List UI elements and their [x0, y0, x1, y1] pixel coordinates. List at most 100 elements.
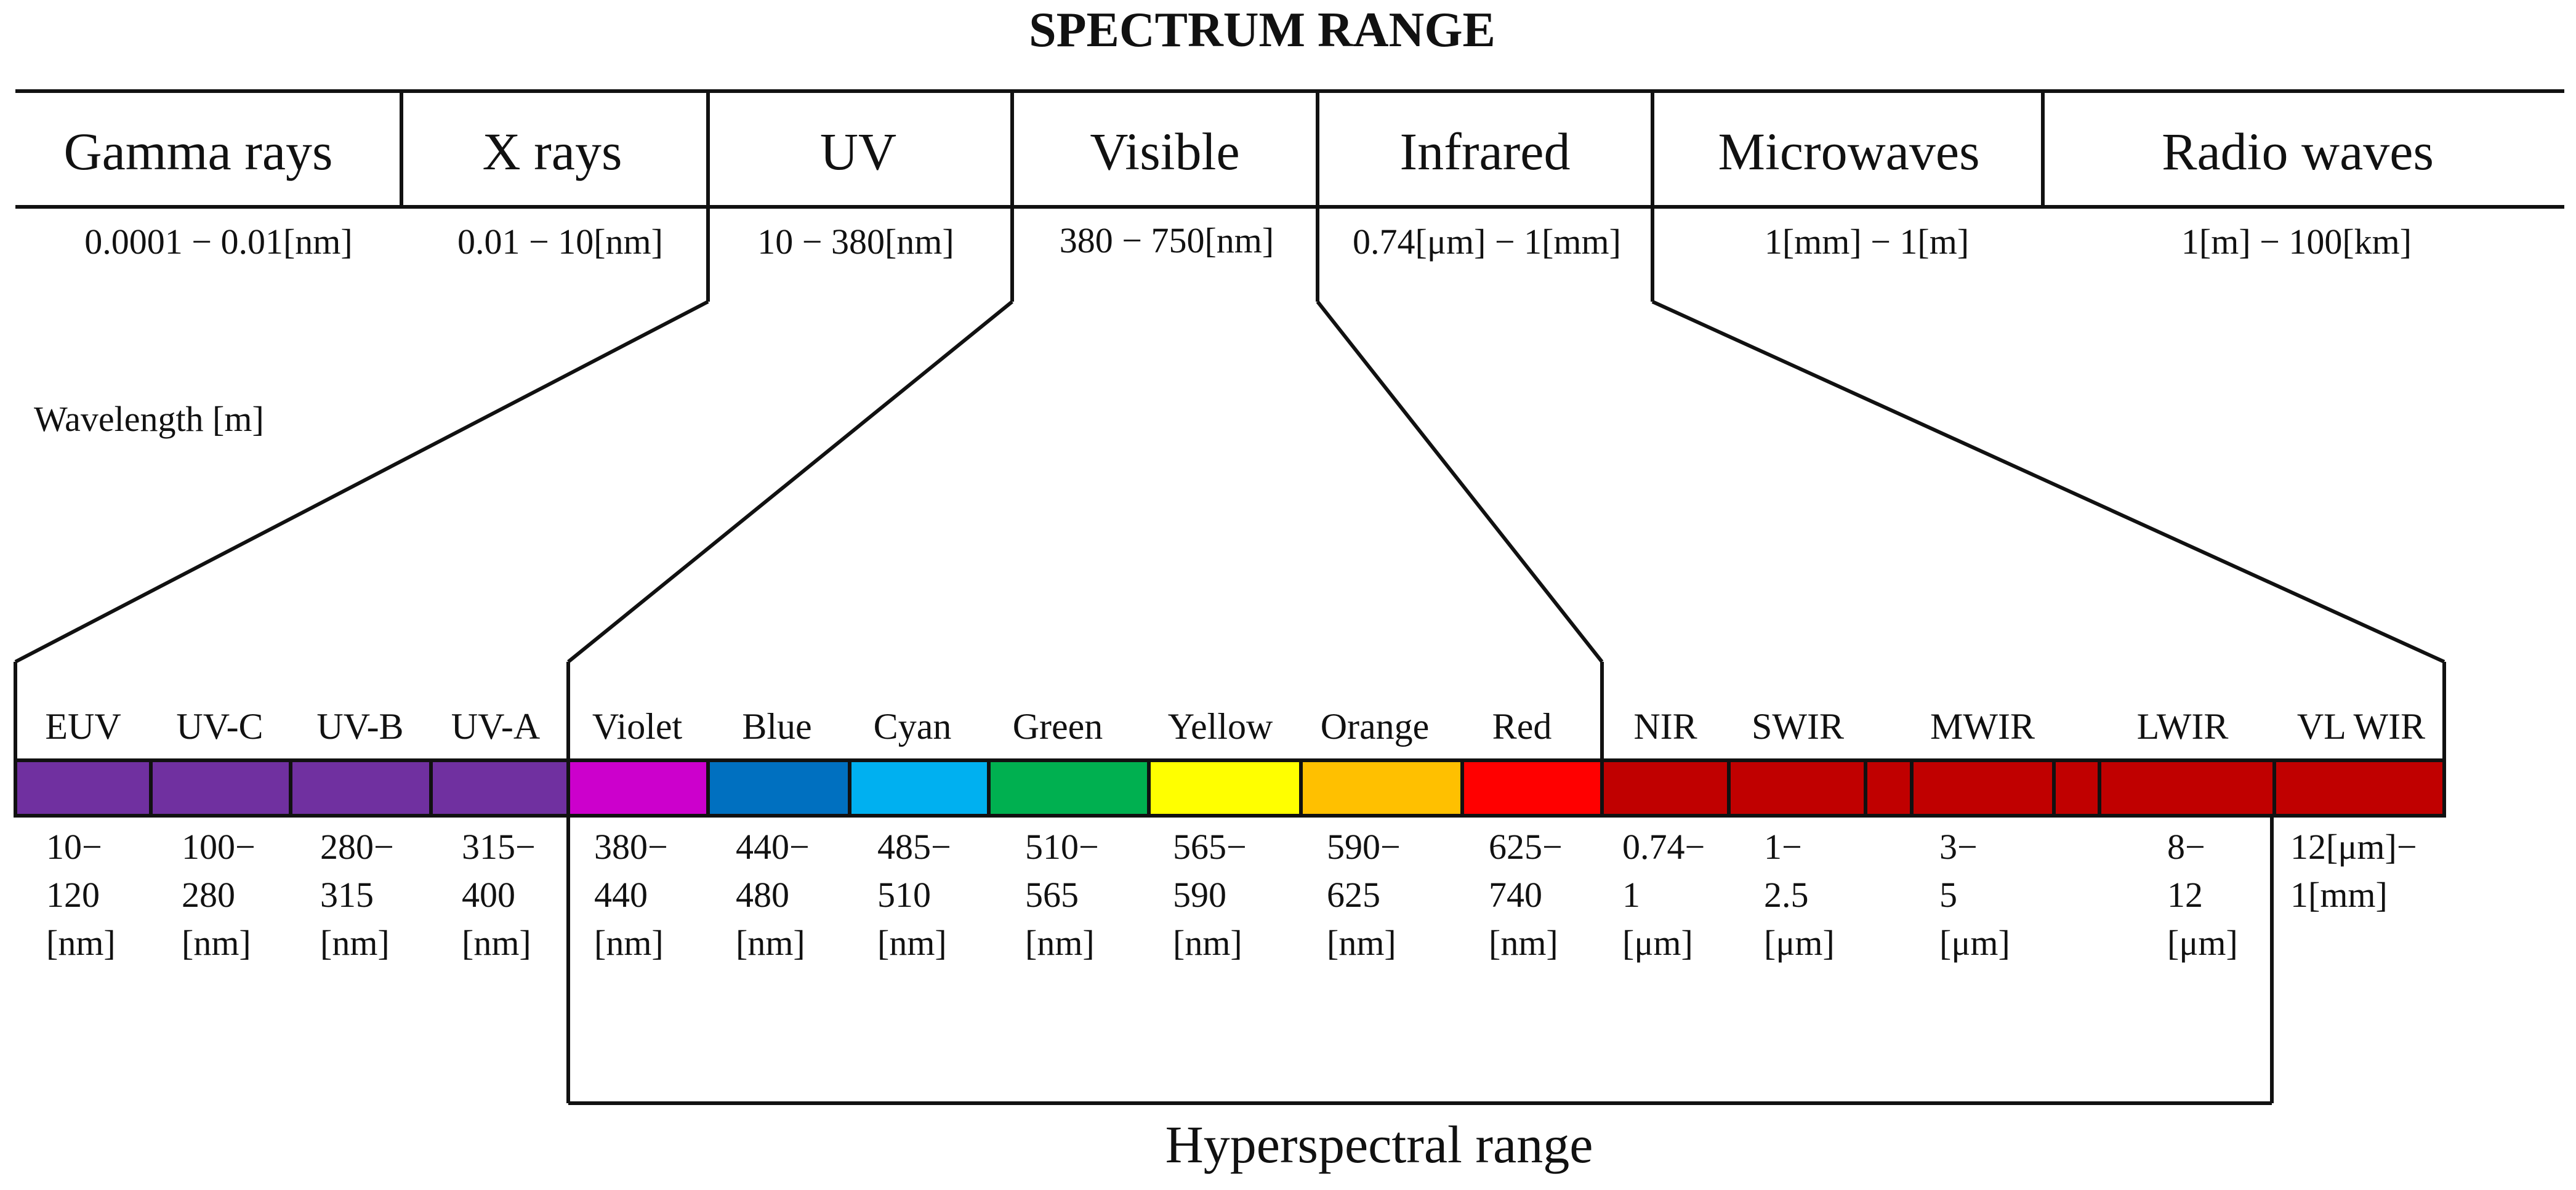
band-label: Yellow: [1168, 706, 1273, 747]
band-range-line: [nm]: [736, 923, 805, 963]
band-range-line: 565: [1025, 875, 1079, 915]
band-range-line: 485−: [877, 827, 951, 867]
band-range-line: [μm]: [1764, 923, 1835, 963]
band-segment: [987, 758, 1151, 818]
category-range-uv: 10 − 380[nm]: [757, 222, 954, 262]
band-label: Green: [1013, 706, 1103, 747]
band-range-line: 440: [594, 875, 648, 915]
band-range-line: 740: [1489, 875, 1542, 915]
category-range-microwaves: 1[mm] − 1[m]: [1765, 222, 1969, 262]
band-range-line: 100−: [182, 827, 256, 867]
band-bar: EUV UV-C UV-B UV-A Violet Blue Cyan Green Yellow…: [14, 706, 2446, 963]
band-range-line: 12[μm]−: [2290, 827, 2417, 867]
band-label: UV-A: [451, 706, 540, 747]
band-range-line: 1−: [1764, 827, 1802, 867]
band-range-line: [μm]: [2167, 923, 2238, 963]
band-label: Red: [1492, 706, 1552, 747]
band-range-line: 10−: [46, 827, 102, 867]
band-segment: [1299, 758, 1464, 818]
category-label-microwaves: Microwaves: [1718, 122, 1979, 181]
band-segment: [2098, 758, 2276, 818]
visible-connector-right: [1316, 300, 1604, 663]
band-segment: [2052, 758, 2101, 818]
band-segment: [1147, 758, 1303, 818]
category-table: Gamma rays X rays UV Visible Infrared Mi…: [15, 89, 2564, 302]
band-range-line: [nm]: [594, 923, 664, 963]
band-range-line: 5: [1939, 875, 1957, 915]
infrared-connector-right: [1651, 300, 2445, 664]
band-label: LWIR: [2137, 706, 2229, 747]
band-range-line: 565−: [1173, 827, 1247, 867]
hyperspectral-bracket: [566, 816, 2274, 1105]
band-range-line: 590−: [1327, 827, 1401, 867]
band-label: UV-B: [316, 706, 403, 747]
visible-connector-left: [567, 300, 1013, 664]
band-range-line: 315: [320, 875, 374, 915]
band-segment: [2272, 758, 2446, 818]
band-label: MWIR: [1930, 706, 2035, 747]
band-segment: [289, 758, 433, 818]
band-label: NIR: [1633, 706, 1697, 747]
band-range-line: [μm]: [1622, 923, 1693, 963]
hyperspectral-label: Hyperspectral range: [1165, 1115, 1593, 1174]
category-label-gamma: Gamma rays: [63, 122, 332, 181]
band-range-line: [nm]: [877, 923, 947, 963]
band-range-line: 625: [1327, 875, 1380, 915]
band-label: UV-C: [176, 706, 263, 747]
band-range-line: 0.74−: [1622, 827, 1705, 867]
band-range-line: 510: [877, 875, 931, 915]
band-segment: [1910, 758, 2056, 818]
band-range-line: 3−: [1939, 827, 1978, 867]
wavelength-label: Wavelength [m]: [34, 399, 264, 439]
band-range-line: 280: [182, 875, 235, 915]
band-segment: [14, 758, 153, 818]
band-range-line: 120: [46, 875, 100, 915]
category-label-uv: UV: [820, 122, 896, 181]
band-label: Violet: [592, 706, 683, 747]
diagram-title: SPECTRUM RANGE: [1029, 3, 1495, 57]
band-segment: [149, 758, 292, 818]
band-range-line: 2.5: [1764, 875, 1809, 915]
band-range-line: 1: [1622, 875, 1640, 915]
band-range-line: [nm]: [1327, 923, 1396, 963]
band-range-line: [nm]: [1489, 923, 1558, 963]
category-label-xray: X rays: [483, 122, 622, 181]
category-range-visible: 380 − 750[nm]: [1060, 220, 1274, 260]
category-range-xray: 0.01 − 10[nm]: [457, 222, 663, 262]
band-range-line: 510−: [1025, 827, 1099, 867]
band-range-line: 400: [462, 875, 515, 915]
category-label-infrared: Infrared: [1400, 122, 1571, 181]
band-segment: [1600, 758, 1731, 818]
band-segment: [566, 758, 710, 818]
category-range-infrared: 0.74[μm] − 1[mm]: [1353, 222, 1621, 262]
band-range-line: [nm]: [182, 923, 251, 963]
band-range-line: [nm]: [1025, 923, 1095, 963]
uv-connector-left: [14, 300, 709, 664]
band-range-line: 1[mm]: [2290, 875, 2388, 915]
band-range-line: [nm]: [1173, 923, 1242, 963]
band-segment: [1727, 758, 1867, 818]
band-segment: [706, 758, 851, 818]
category-label-visible: Visible: [1090, 122, 1239, 181]
band-range-line: 315−: [462, 827, 536, 867]
band-segment: [1460, 758, 1604, 818]
band-label: Cyan: [874, 706, 952, 747]
band-segment: [848, 758, 991, 818]
band-range-line: 12: [2167, 875, 2203, 915]
band-range-line: 380−: [594, 827, 668, 867]
band-range-line: 440−: [736, 827, 810, 867]
band-segment: [1864, 758, 1914, 818]
band-label: SWIR: [1752, 706, 1844, 747]
band-range-line: [nm]: [462, 923, 531, 963]
category-label-radio: Radio waves: [2162, 122, 2434, 181]
band-range-line: 590: [1173, 875, 1226, 915]
band-range-line: [μm]: [1939, 923, 2010, 963]
band-range-line: 280−: [320, 827, 394, 867]
zoom-connectors: [14, 300, 2446, 760]
band-label: Blue: [742, 706, 811, 747]
band-label: EUV: [45, 706, 121, 747]
category-range-gamma: 0.0001 − 0.01[nm]: [84, 222, 352, 262]
band-range-line: 8−: [2167, 827, 2205, 867]
band-range-line: 480: [736, 875, 789, 915]
